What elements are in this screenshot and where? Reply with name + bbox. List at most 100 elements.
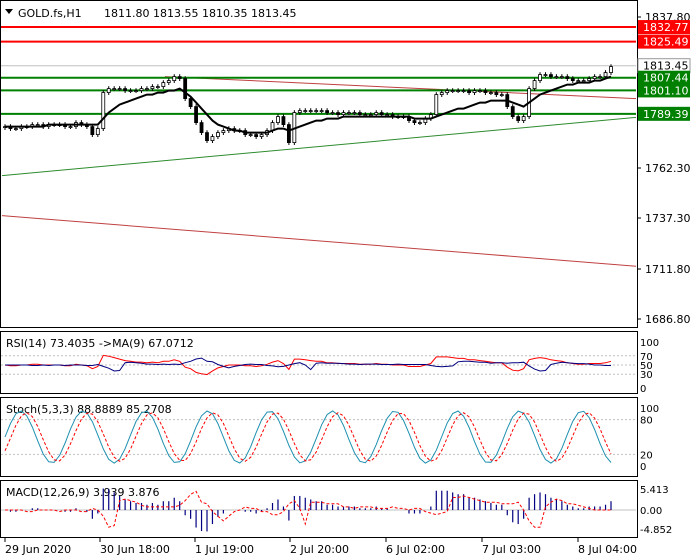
candle <box>172 76 177 81</box>
chart-title: GOLD.fs,H1 <box>18 7 82 20</box>
candle <box>145 88 149 90</box>
candle <box>576 80 581 82</box>
candle <box>248 134 253 137</box>
candle <box>341 112 346 115</box>
candle <box>303 110 308 112</box>
stoch-frame <box>0 397 638 477</box>
candle <box>254 134 259 138</box>
candle <box>177 76 182 79</box>
candle <box>609 66 613 73</box>
time-label: 1 Jul 19:00 <box>195 543 254 556</box>
candle <box>259 134 264 138</box>
stoch-level-label: 100 <box>640 404 659 415</box>
candle <box>188 98 193 107</box>
candle <box>101 92 106 129</box>
candle <box>117 88 122 90</box>
candle <box>368 114 373 116</box>
resistance-tag: 1825.49 <box>643 36 689 49</box>
candle <box>445 90 450 93</box>
support-tag-bg <box>638 70 690 85</box>
candle <box>161 82 166 87</box>
candle <box>543 74 548 76</box>
time-label: 6 Jul 02:00 <box>386 543 445 556</box>
time-label: 8 Jul 04:00 <box>578 543 637 556</box>
candle <box>336 112 340 115</box>
resistance-tag-bg <box>638 20 690 35</box>
current-price-tag-bg <box>638 58 690 73</box>
macd-signal-line <box>5 490 611 528</box>
support-tag: 1807.44 <box>643 72 689 85</box>
rsi-ma-line <box>5 357 611 372</box>
candle <box>467 90 471 93</box>
candle <box>483 90 488 93</box>
channel-lower-line <box>1 116 637 177</box>
candle <box>379 112 384 115</box>
candle <box>510 106 515 117</box>
candle <box>194 106 198 123</box>
rsi-line <box>4 354 612 376</box>
candle <box>276 116 280 123</box>
price-label: 1762.30 <box>645 162 691 175</box>
candle <box>134 90 138 92</box>
candle <box>592 76 597 79</box>
candle <box>494 92 499 95</box>
candle <box>581 80 586 82</box>
candle <box>14 128 18 131</box>
rsi-level-label: 100 <box>640 338 659 349</box>
dropdown-triangle-icon[interactable] <box>5 9 13 14</box>
time-axis: 29 Jun 2020 30 Jun 18:00 1 Jul 19:00 2 Jul … <box>4 538 637 556</box>
price-label: 1686.80 <box>645 313 691 326</box>
candle <box>357 112 362 115</box>
resistance-tag-bg <box>638 34 690 49</box>
support-tag-bg <box>638 106 690 121</box>
rsi-level-label: 0 <box>640 384 646 395</box>
candle <box>532 80 537 89</box>
macd-panel: 5.413 0.00 -4.852 <box>1 485 672 536</box>
trend-resistance-line <box>164 76 637 100</box>
moving-average-line <box>5 75 612 134</box>
stoch-main-line <box>4 410 612 464</box>
candle <box>308 110 313 112</box>
candle <box>565 76 570 79</box>
candle <box>314 110 319 112</box>
candle <box>330 112 335 114</box>
rsi-title: RSI(14) 73.4035 ->MA(9) 67.0712 <box>6 337 194 350</box>
main-plot-frame <box>0 0 638 328</box>
candle <box>587 78 592 81</box>
time-label: 7 Jul 03:00 <box>482 543 541 556</box>
candle <box>363 114 368 116</box>
candle <box>559 76 564 78</box>
candle <box>199 122 204 133</box>
candle <box>374 112 379 115</box>
candle <box>418 122 422 124</box>
candle <box>478 90 482 92</box>
candle <box>603 72 608 77</box>
candle <box>281 116 286 125</box>
price-axis: 1837.801762.301737.301711.801686.801832.… <box>637 11 691 326</box>
price-label: 1711.80 <box>645 263 691 276</box>
support-tag-bg <box>638 83 690 98</box>
channel-bottom-line <box>1 215 637 267</box>
candle <box>412 120 417 123</box>
macd-level-label: 0.00 <box>640 506 662 517</box>
candle <box>128 90 133 92</box>
candle <box>352 112 357 114</box>
resistance-tag: 1832.77 <box>643 21 689 34</box>
macd-level-label: 5.413 <box>640 485 669 496</box>
macd-frame <box>0 480 638 538</box>
candle <box>554 76 559 78</box>
candle <box>549 74 553 77</box>
candle <box>286 124 291 143</box>
price-label: 1737.30 <box>645 212 691 225</box>
candle <box>95 128 100 136</box>
candle <box>297 110 302 113</box>
stoch-level-label: 20 <box>640 450 653 461</box>
candle <box>385 114 390 116</box>
chart-ohlc: 1811.80 1813.55 1810.35 1813.45 <box>104 7 296 20</box>
candle <box>570 78 575 81</box>
time-label: 2 Jul 20:00 <box>290 543 349 556</box>
candle <box>499 94 504 96</box>
time-label: 29 Jun 2020 <box>5 543 71 556</box>
candle <box>90 126 95 135</box>
